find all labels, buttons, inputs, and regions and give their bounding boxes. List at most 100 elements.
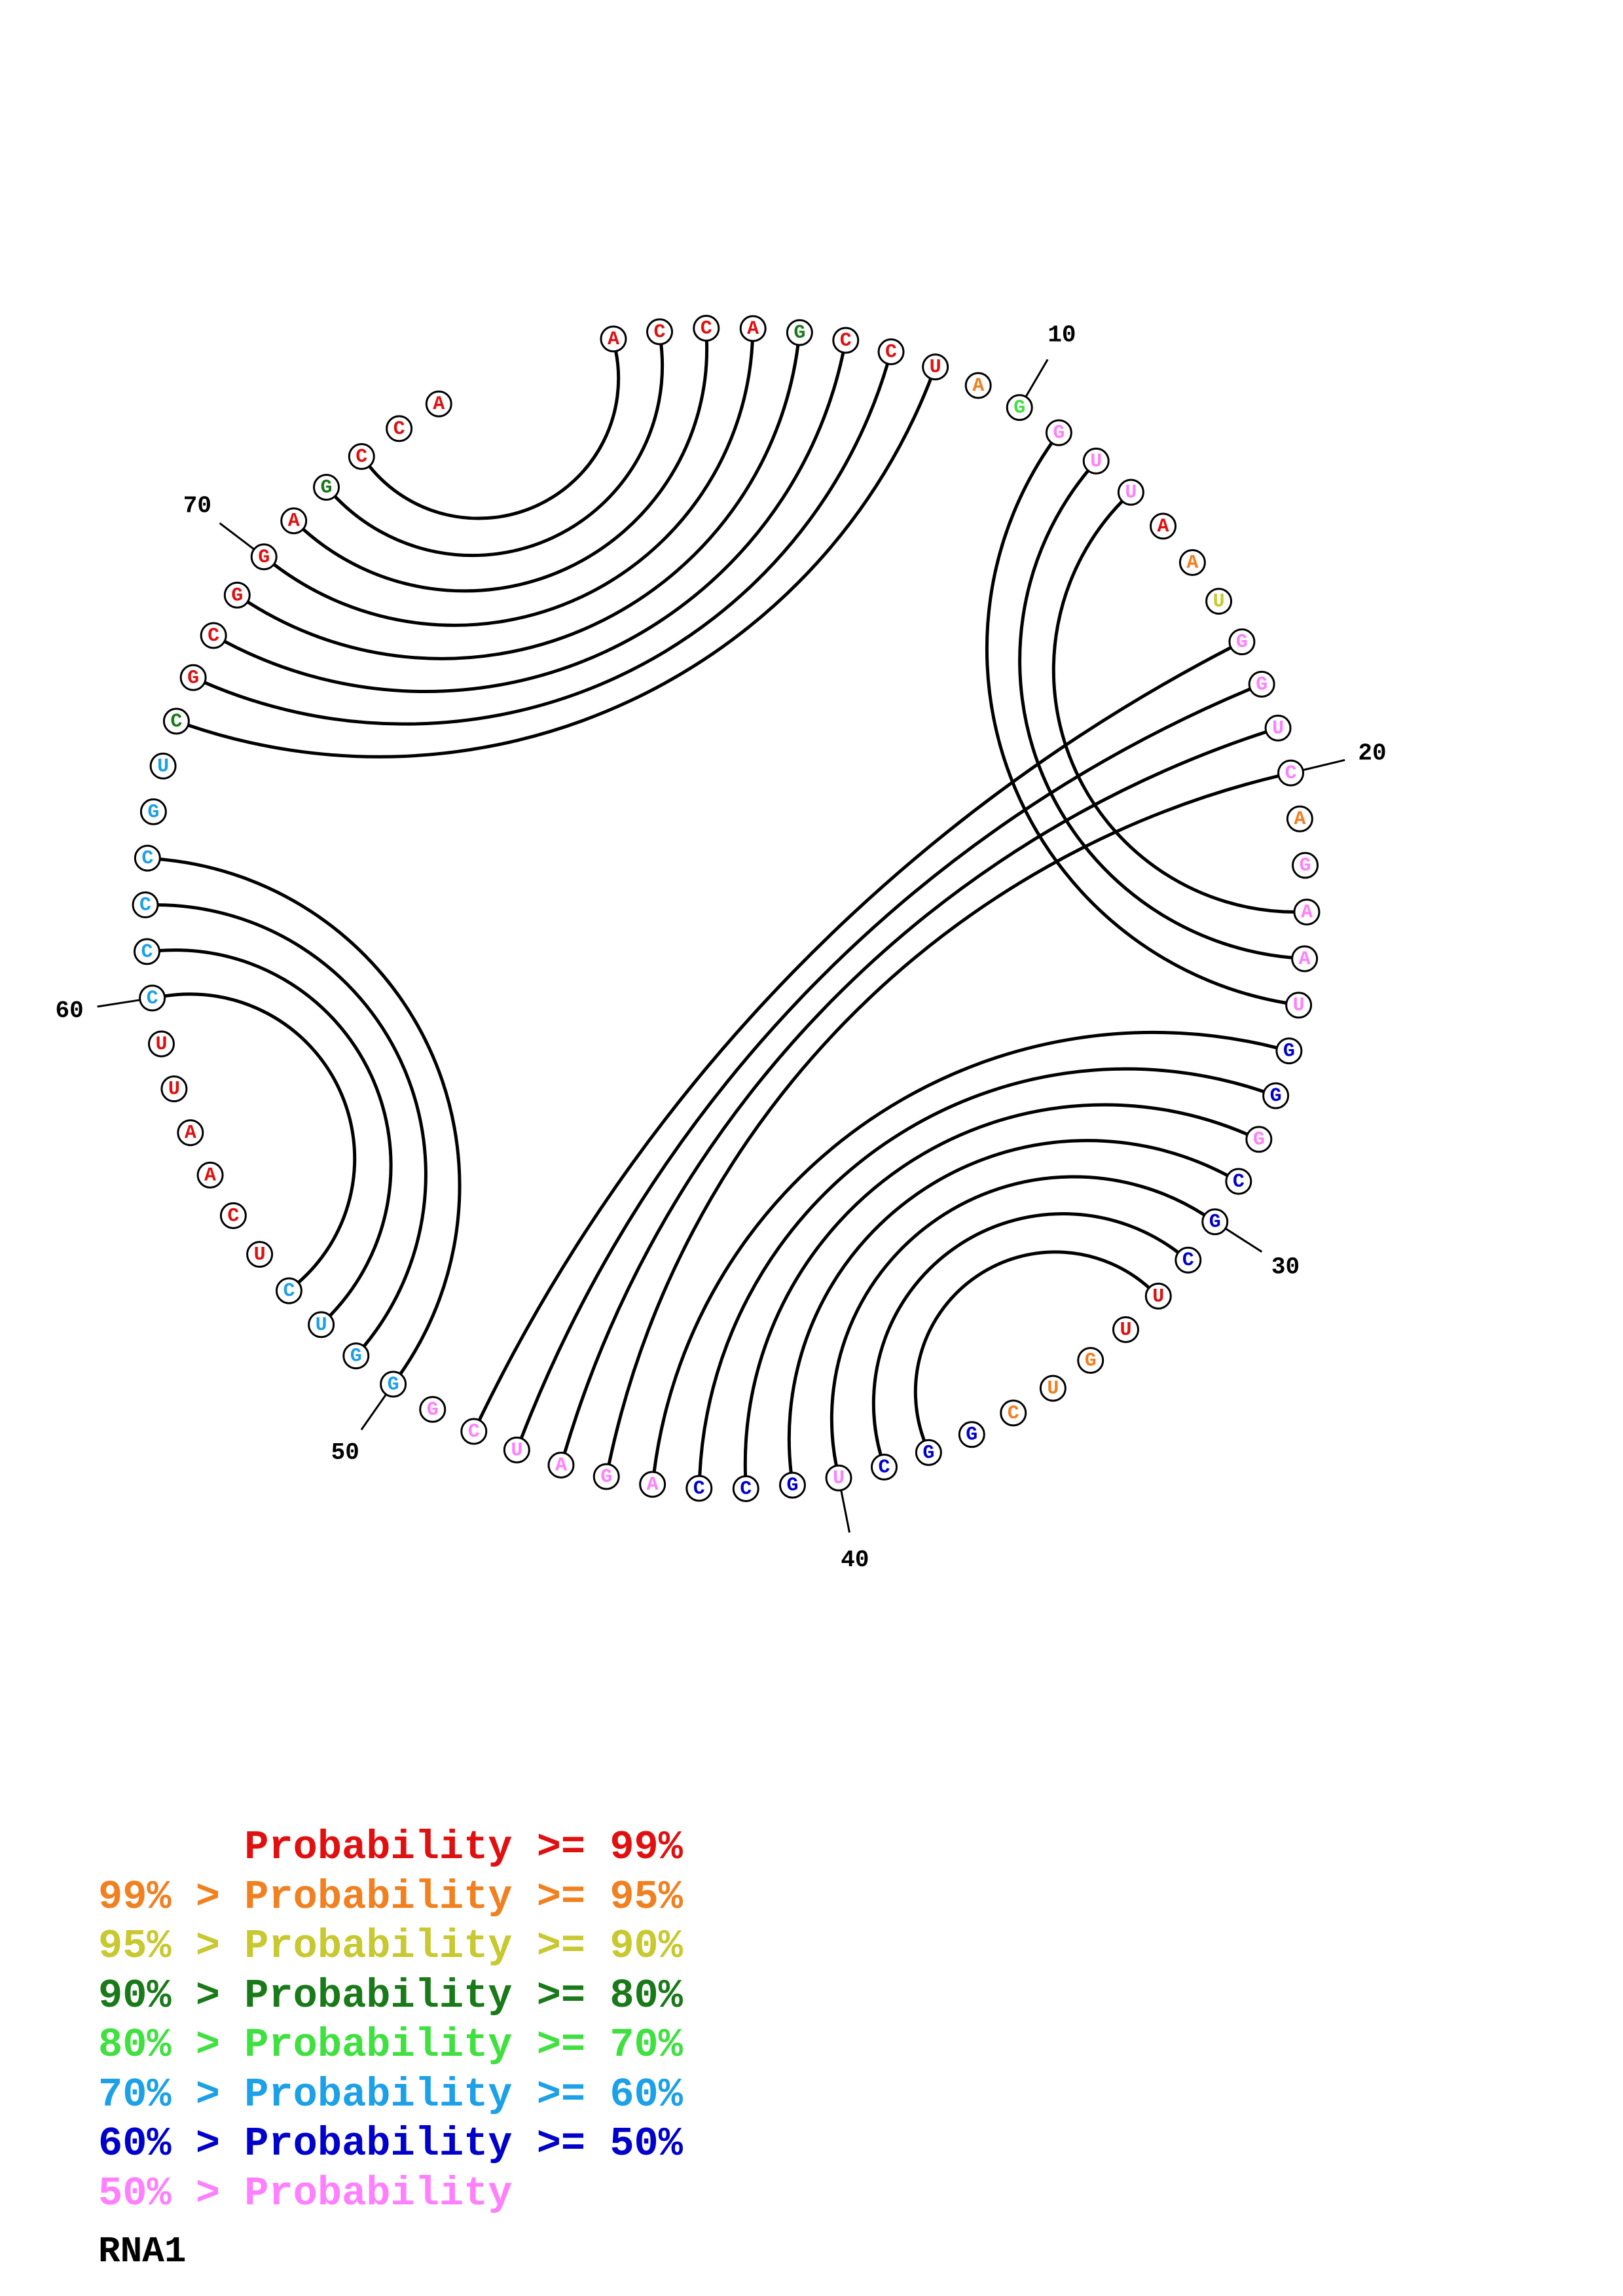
- nucleotide-letter: G: [793, 322, 805, 344]
- nucleotide: G: [915, 1439, 942, 1466]
- legend-row: 95% > Probability >= 90%: [98, 1922, 683, 1971]
- nucleotide-letter: G: [1085, 1350, 1097, 1372]
- nucleotide-letter: A: [747, 318, 759, 340]
- nucleotide-letter: U: [168, 1079, 180, 1101]
- nucleotide-letter: A: [1158, 516, 1169, 538]
- nucleotide: U: [1144, 1282, 1172, 1310]
- position-tick-line: [97, 999, 141, 1008]
- legend-prefix: 70% >: [98, 2071, 245, 2118]
- nucleotide-letter: U: [930, 357, 941, 379]
- nucleotide-letter: A: [204, 1164, 216, 1187]
- nucleotide-circle: [386, 415, 413, 442]
- nucleotide-circle: [1178, 549, 1206, 577]
- legend-range: Probability >= 90%: [244, 1923, 683, 1969]
- nucleotide: G: [139, 798, 167, 825]
- legend-row: Probability >= 99%: [98, 1823, 683, 1873]
- base-pair-arc: [985, 442, 1287, 1005]
- nucleotide-circle: [139, 984, 166, 1012]
- nucleotide-circle: [196, 1161, 224, 1189]
- base-pair-arc: [787, 1139, 1229, 1473]
- nucleotide-letter: C: [1008, 1403, 1019, 1425]
- nucleotide-letter: G: [786, 1475, 798, 1497]
- nucleotide: C: [1277, 759, 1305, 787]
- nucleotide-circle: [593, 1463, 620, 1490]
- nucleotide-circle: [958, 1421, 985, 1448]
- base-pair-arc: [157, 903, 428, 1348]
- nucleotide: C: [200, 622, 227, 649]
- nucleotide-letter: U: [1090, 450, 1102, 473]
- nucleotide-circle: [425, 390, 452, 418]
- nucleotide: C: [732, 1475, 759, 1502]
- nucleotide-letter: G: [1300, 855, 1311, 877]
- nucleotide: C: [275, 1277, 302, 1304]
- nucleotide-letter: A: [608, 329, 619, 351]
- nucleotide: U: [1117, 478, 1144, 506]
- nucleotide-letter: C: [139, 895, 151, 917]
- nucleotide-letter: G: [321, 477, 333, 499]
- nucleotide: G: [313, 474, 340, 501]
- legend-range: Probability >= 50%: [244, 2121, 683, 2167]
- nucleotide-circle: [219, 1202, 247, 1229]
- nucleotide-circle: [179, 664, 207, 691]
- nucleotide-letter: U: [1125, 482, 1137, 504]
- nucleotide: U: [1285, 992, 1313, 1019]
- base-pair-arc: [1018, 469, 1292, 960]
- nucleotide: C: [162, 708, 190, 735]
- nucleotide: G: [342, 1342, 370, 1370]
- nucleotide-circle: [139, 798, 167, 825]
- nucleotide: U: [160, 1075, 188, 1103]
- nucleotide-circle: [1117, 478, 1144, 506]
- base-pair-arc: [519, 687, 1251, 1439]
- nucleotide-letter: C: [840, 330, 852, 352]
- nucleotide-circle: [786, 319, 813, 346]
- nucleotide-letter: A: [647, 1474, 659, 1496]
- nucleotide: C: [133, 938, 160, 965]
- nucleotide-circle: [308, 1311, 335, 1338]
- nucleotide-letter: U: [1293, 995, 1305, 1017]
- nucleotide-letter: U: [157, 755, 169, 778]
- nucleotide-circle: [1228, 628, 1256, 656]
- nucleotide-circle: [1293, 898, 1321, 925]
- nucleotide-letter: A: [1299, 948, 1311, 971]
- nucleotide-letter: C: [740, 1478, 752, 1500]
- probability-legend: Probability >= 99% 99% > Probability >= 9…: [98, 1823, 683, 2218]
- base-pair-arc: [368, 351, 621, 520]
- nucleotide-circle: [871, 1453, 898, 1480]
- base-pair-arc: [272, 340, 754, 627]
- legend-row: 80% > Probability >= 70%: [98, 2020, 683, 2070]
- nucleotide-letter: U: [1152, 1285, 1164, 1308]
- position-tick-label: 20: [1358, 740, 1386, 767]
- nucleotide: G: [786, 319, 813, 346]
- nucleotide-circle: [732, 1475, 759, 1502]
- nucleotide: G: [1228, 628, 1256, 656]
- base-pair-arc: [871, 1212, 1180, 1456]
- legend-row: 60% > Probability >= 50%: [98, 2119, 683, 2169]
- nucleotide: G: [223, 581, 251, 609]
- nucleotide: C: [1175, 1246, 1202, 1274]
- base-pair-arcs: [157, 340, 1295, 1477]
- nucleotide-letter: G: [1209, 1211, 1221, 1234]
- nucleotide-letter: C: [208, 625, 219, 647]
- nucleotide: A: [1286, 805, 1313, 833]
- nucleotide-letter: G: [350, 1346, 362, 1368]
- position-tick-label: 60: [56, 997, 84, 1024]
- nucleotide-letter: U: [155, 1033, 167, 1056]
- nucleotide-letter: G: [258, 547, 270, 569]
- nucleotide: A: [1150, 512, 1177, 540]
- nucleotide: U: [922, 353, 949, 381]
- nucleotide: C: [1225, 1168, 1252, 1195]
- nucleotide: C: [386, 415, 413, 442]
- nucleotide-circle: [693, 315, 720, 342]
- nucleotide-letter: A: [433, 393, 445, 416]
- nucleotide-circle: [1006, 394, 1033, 422]
- nucleotide-letter: G: [1283, 1041, 1295, 1063]
- base-pair-arc: [743, 1103, 1249, 1477]
- nucleotide-circle: [1262, 1082, 1290, 1109]
- legend-row: 90% > Probability >= 80%: [98, 1971, 683, 2021]
- nucleotide-circle: [246, 1240, 274, 1268]
- nucleotide-circle: [877, 338, 905, 366]
- nucleotide-circle: [922, 353, 949, 381]
- nucleotide-circle: [177, 1119, 204, 1147]
- base-pair-arc: [652, 1030, 1278, 1473]
